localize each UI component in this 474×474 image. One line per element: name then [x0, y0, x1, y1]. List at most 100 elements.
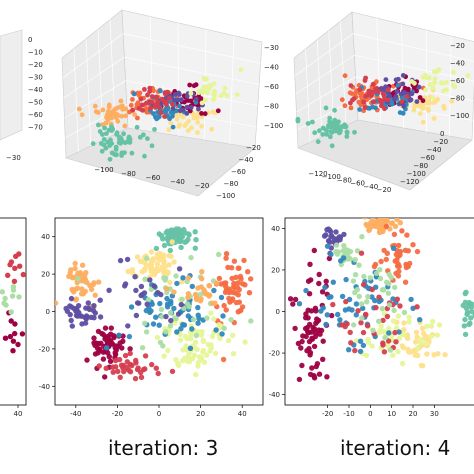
- data-point: [174, 117, 180, 122]
- data-point: [323, 232, 329, 238]
- data-point: [188, 91, 194, 96]
- data-point: [161, 242, 168, 249]
- data-point: [177, 337, 184, 343]
- data-point: [382, 335, 388, 341]
- data-point: [382, 97, 387, 102]
- data-point: [63, 305, 69, 312]
- data-point: [128, 304, 135, 310]
- data-point: [390, 296, 396, 302]
- data-point: [303, 333, 309, 340]
- data-point: [190, 111, 196, 117]
- data-point: [69, 274, 76, 281]
- data-point: [138, 258, 144, 265]
- data-point: [420, 98, 426, 104]
- data-point: [193, 332, 200, 339]
- data-point: [12, 330, 18, 337]
- data-point: [311, 247, 317, 254]
- data-point: [361, 99, 366, 105]
- data-point: [93, 340, 99, 346]
- data-point: [84, 357, 90, 363]
- data-point: [352, 91, 358, 97]
- data-point: [424, 100, 430, 106]
- z-tick-label: −40: [450, 60, 465, 68]
- data-point: [238, 67, 244, 73]
- data-point: [306, 329, 312, 336]
- data-point: [388, 220, 395, 226]
- data-point: [303, 311, 309, 317]
- data-point: [118, 135, 124, 141]
- data-point: [100, 356, 107, 362]
- data-point: [15, 341, 21, 348]
- data-point: [309, 336, 315, 342]
- data-point: [337, 234, 344, 241]
- data-point: [319, 206, 324, 211]
- data-point: [351, 322, 357, 328]
- data-point: [104, 112, 110, 118]
- data-point: [107, 358, 114, 364]
- y-tick-label: −80: [413, 162, 428, 170]
- data-point: [397, 220, 403, 226]
- data-point: [105, 350, 111, 356]
- data-point: [164, 295, 170, 302]
- data-point: [136, 106, 142, 111]
- data-point: [113, 364, 119, 370]
- data-point: [435, 351, 441, 357]
- data-point: [327, 115, 333, 121]
- data-point: [380, 342, 386, 348]
- y-tick-label: 40: [41, 233, 50, 241]
- data-point: [135, 100, 141, 106]
- data-point: [370, 327, 376, 333]
- data-point: [126, 333, 133, 340]
- data-point: [199, 328, 205, 335]
- data-point: [357, 87, 363, 92]
- data-point: [373, 86, 378, 92]
- data-point: [129, 150, 135, 156]
- data-point: [198, 356, 205, 362]
- data-point: [329, 143, 335, 149]
- data-point: [383, 256, 389, 263]
- data-point: [163, 313, 169, 320]
- data-point: [354, 248, 361, 254]
- z-tick-label: −80: [450, 95, 465, 103]
- x-tick-label: -10: [343, 410, 354, 418]
- x-tick-label: −20: [377, 186, 392, 194]
- data-point: [189, 326, 195, 332]
- z-tick-label: −40: [28, 86, 43, 94]
- data-point: [149, 361, 155, 368]
- data-point: [142, 153, 147, 159]
- data-point: [12, 321, 18, 327]
- data-point: [147, 89, 153, 94]
- data-point: [122, 281, 129, 287]
- x-tick-label: −120: [308, 170, 327, 178]
- data-point: [156, 114, 162, 120]
- y-tick-label: -20: [39, 345, 50, 353]
- data-point: [176, 97, 182, 103]
- data-point: [346, 347, 352, 353]
- data-point: [224, 93, 230, 98]
- data-point: [420, 119, 426, 125]
- data-point: [401, 320, 407, 326]
- data-point: [431, 69, 437, 75]
- data-point: [188, 335, 194, 342]
- data-point: [118, 362, 125, 368]
- data-point: [424, 323, 430, 329]
- data-point: [348, 105, 354, 111]
- data-point: [404, 94, 410, 100]
- data-point: [171, 289, 177, 295]
- data-point: [149, 94, 155, 99]
- data-point: [231, 283, 237, 290]
- data-point: [178, 244, 184, 251]
- data-point: [364, 299, 370, 305]
- data-point: [415, 352, 421, 359]
- data-point: [69, 323, 76, 329]
- data-point: [358, 320, 364, 326]
- scatter-panel-partial: 40: [0, 217, 27, 418]
- data-point: [176, 124, 182, 129]
- data-point: [328, 129, 334, 134]
- data-point: [138, 283, 145, 290]
- data-point: [196, 106, 201, 112]
- data-point: [204, 90, 210, 96]
- data-point: [211, 97, 216, 103]
- z-tick-label: −50: [28, 99, 43, 107]
